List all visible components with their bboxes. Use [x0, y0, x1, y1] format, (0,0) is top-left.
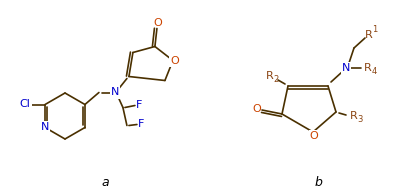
Text: N: N	[111, 87, 119, 98]
Text: R: R	[364, 30, 372, 40]
Text: Cl: Cl	[19, 100, 30, 109]
Text: N: N	[341, 63, 350, 73]
Text: O: O	[153, 18, 162, 29]
Text: 2: 2	[273, 75, 278, 85]
Text: N: N	[41, 122, 49, 133]
Text: 4: 4	[371, 68, 376, 76]
Text: R: R	[349, 111, 357, 121]
Text: 1: 1	[371, 25, 377, 35]
Text: O: O	[309, 131, 318, 141]
Text: O: O	[170, 55, 179, 66]
Text: F: F	[137, 120, 144, 130]
Text: b: b	[313, 176, 321, 189]
Text: a: a	[101, 176, 109, 189]
Text: 3: 3	[356, 115, 362, 125]
Text: O: O	[252, 104, 261, 114]
Text: R: R	[363, 63, 371, 73]
Text: R: R	[265, 71, 273, 81]
Text: F: F	[135, 100, 142, 111]
